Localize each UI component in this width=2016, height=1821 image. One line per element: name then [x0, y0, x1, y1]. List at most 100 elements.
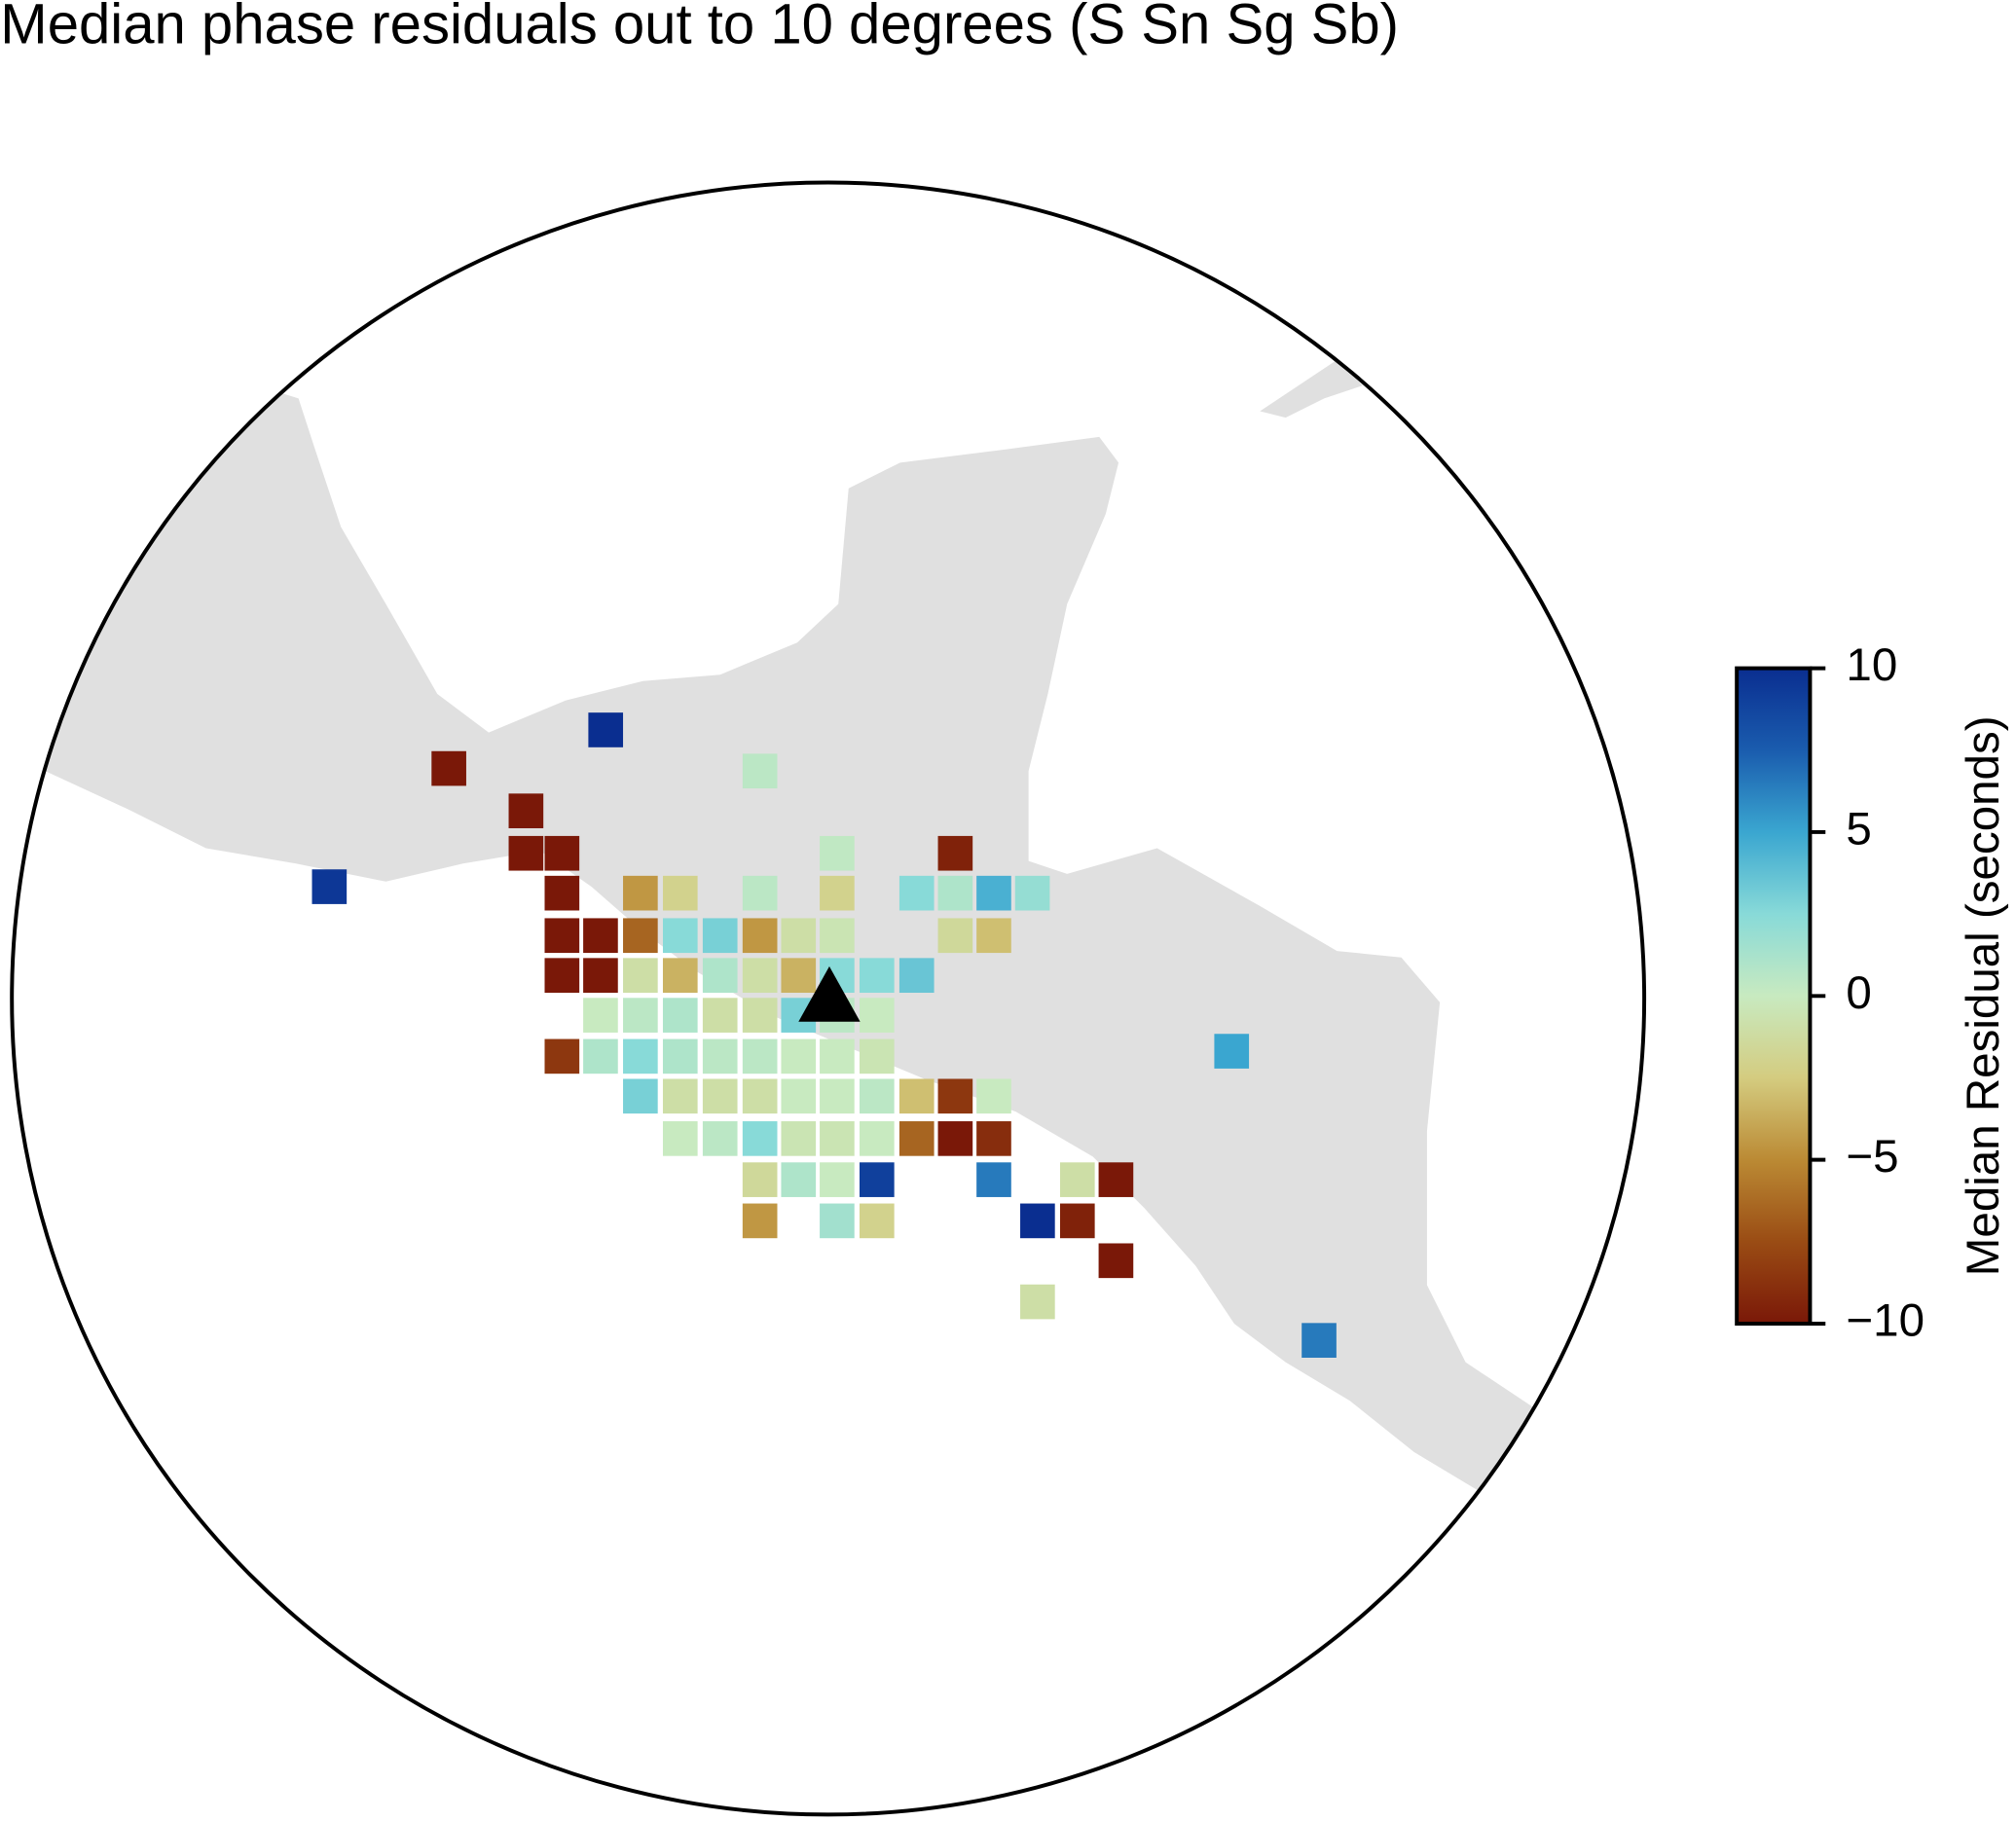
colorbar-tick-label: 5 — [1846, 804, 1871, 856]
globe-outline — [10, 180, 1647, 1817]
cell — [937, 1078, 973, 1114]
cell — [588, 712, 624, 747]
cell — [623, 1078, 658, 1114]
cell — [623, 958, 658, 994]
cell — [623, 1038, 658, 1074]
cell — [976, 1121, 1011, 1156]
cell — [976, 875, 1011, 911]
cell — [583, 918, 618, 954]
cell — [508, 793, 544, 828]
cell — [702, 1121, 738, 1156]
cell — [431, 750, 466, 786]
cell — [742, 918, 778, 954]
colorbar-tick-label: −5 — [1846, 1131, 1898, 1183]
cell — [742, 1203, 778, 1239]
cell — [508, 835, 544, 871]
cell — [702, 918, 738, 954]
cell — [937, 875, 973, 911]
chart-title: Median phase residuals out to 10 degrees… — [0, 0, 1399, 55]
cell — [976, 918, 1011, 954]
cell — [820, 1038, 855, 1074]
cell — [976, 1162, 1011, 1197]
cell — [662, 998, 698, 1033]
cell — [583, 958, 618, 994]
cell — [742, 875, 778, 911]
cell — [781, 1162, 817, 1197]
cell — [820, 918, 855, 954]
cell — [1214, 1034, 1250, 1069]
station-marker — [798, 965, 861, 1022]
cell — [583, 1038, 618, 1074]
cell — [781, 1038, 817, 1074]
cell — [623, 875, 658, 911]
cell — [702, 998, 738, 1033]
cell — [820, 835, 855, 871]
colorbar-tick-label: 0 — [1846, 967, 1871, 1019]
cell — [742, 998, 778, 1033]
cell — [544, 1038, 580, 1074]
cell — [820, 1203, 855, 1239]
cell — [937, 1121, 973, 1156]
cell — [859, 1038, 895, 1074]
cell — [623, 998, 658, 1033]
cell — [937, 835, 973, 871]
cells — [312, 712, 1337, 1358]
colorbar — [1735, 666, 1813, 1326]
cell — [1059, 1203, 1095, 1239]
cell — [859, 1203, 895, 1239]
island — [1260, 359, 1363, 419]
cell — [1020, 1203, 1055, 1239]
cell — [781, 958, 817, 994]
cell — [976, 1078, 1011, 1114]
cell — [937, 918, 973, 954]
cell — [859, 958, 895, 994]
cell — [742, 753, 778, 789]
colorbar-tick-label: −10 — [1846, 1295, 1924, 1347]
cell — [742, 958, 778, 994]
cell — [623, 918, 658, 954]
cell — [1098, 1162, 1134, 1197]
cell — [742, 1162, 778, 1197]
cell — [898, 875, 935, 911]
cell — [859, 1162, 895, 1197]
cell — [781, 918, 817, 954]
colorbar-label: Median Residual (seconds) — [1958, 715, 2009, 1276]
cell — [702, 1038, 738, 1074]
cell — [859, 1121, 895, 1156]
cell — [859, 1078, 895, 1114]
cell — [1059, 1162, 1095, 1197]
colorbar-tick-label: 10 — [1846, 639, 1897, 691]
cell — [1020, 1284, 1055, 1320]
cell — [898, 1078, 935, 1114]
cell — [859, 998, 895, 1033]
cell — [662, 918, 698, 954]
cell — [662, 958, 698, 994]
cell — [742, 1038, 778, 1074]
cell — [312, 869, 348, 904]
cell — [662, 1078, 698, 1114]
cell — [544, 835, 580, 871]
cell — [1301, 1323, 1337, 1358]
cell — [662, 1121, 698, 1156]
cell — [742, 1121, 778, 1156]
cell — [781, 1078, 817, 1114]
cell — [662, 1038, 698, 1074]
cell — [702, 958, 738, 994]
cell — [820, 1162, 855, 1197]
cell — [583, 998, 618, 1033]
cell — [898, 1121, 935, 1156]
cell — [544, 875, 580, 911]
cell — [1098, 1243, 1134, 1279]
cell — [898, 958, 935, 994]
cell — [662, 875, 698, 911]
cell — [544, 918, 580, 954]
cell — [820, 1121, 855, 1156]
cell — [820, 875, 855, 911]
cell — [544, 958, 580, 994]
cell — [742, 1078, 778, 1114]
cell — [702, 1078, 738, 1114]
cell — [820, 1078, 855, 1114]
cell — [781, 1121, 817, 1156]
cell — [1014, 875, 1050, 911]
